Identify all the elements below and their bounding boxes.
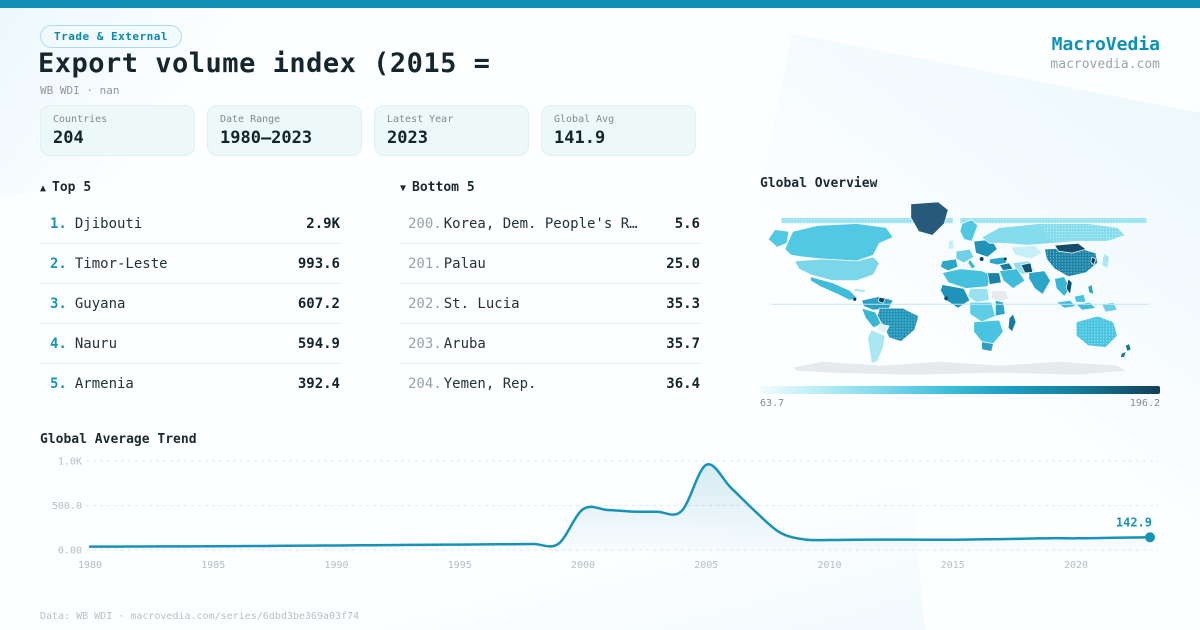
svg-text:0.00: 0.00 [58,546,82,557]
trend-line-chart: 0.00 500.0 1.0K 1980 1985 1990 1995 2000 2005 20… [52,457,1158,571]
country-value: 2.9K [306,215,340,232]
list-item: 4. Nauru 594.9 [40,324,340,364]
stat-card: Latest Year 2023 [374,105,529,156]
stat-label: Countries [53,114,108,125]
list-item: 3. Guyana 607.2 [40,284,340,324]
country-value: 36.4 [666,376,700,392]
list-item: 5. Armenia 392.4 [40,364,340,404]
stat-label: Date Range [220,114,281,125]
bottom5-list: 200. Korea, Dem. People's R… 5.6 201. Pa… [400,204,700,404]
page-title: Export volume index (2015 = [38,48,491,79]
colorbar-max-label: 196.2 [1129,398,1160,409]
bottom5-header: ▼ Bottom 5 [400,180,700,195]
stat-card: Countries 204 [40,105,195,156]
stat-value: 1980–2023 [220,128,313,148]
country-value: 5.6 [674,215,700,232]
trend-chart-title: Global Average Trend [40,432,197,447]
rank-number: 3. [50,295,67,312]
stat-value: 204 [53,128,84,148]
stat-card: Date Range 1980–2023 [207,105,362,156]
svg-text:1980: 1980 [78,560,102,571]
list-item: 204. Yemen, Rep. 36.4 [400,364,700,404]
up-arrow-icon: ▲ [40,183,47,194]
list-item: 202. St. Lucia 35.3 [400,284,700,324]
top5-section: ▲ Top 5 1. Djibouti 2.9K 2. Timor-Leste 9… [40,180,340,404]
rank-number: 202. [408,295,442,312]
rank-number: 203. [408,335,442,352]
country-name: Yemen, Rep. [443,376,537,392]
country-value: 594.9 [297,335,340,352]
chart-area-fill [90,464,1150,550]
svg-text:2015: 2015 [941,560,965,571]
list-item: 1. Djibouti 2.9K [40,204,340,244]
top5-header: ▲ Top 5 [40,180,340,195]
country-name: Timor-Leste [74,255,168,272]
bottom5-section: ▼ Bottom 5 200. Korea, Dem. People's R… 5… [400,180,700,404]
country-value: 607.2 [297,295,340,312]
country-name: Nauru [74,335,118,352]
chart-end-value-label: 142.9 [1116,515,1152,529]
list-item: 200. Korea, Dem. People's R… 5.6 [400,204,700,244]
colorbar-min-label: 63.7 [760,398,785,409]
rank-number: 2. [50,255,67,272]
world-choropleth-map [767,201,1149,376]
list-item: 201. Palau 25.0 [400,244,700,284]
stats-row: Countries 204 Date Range 1980–2023 Lates… [40,105,696,156]
country-value: 25.0 [666,255,700,272]
svg-text:1985: 1985 [201,560,225,571]
colorbar-labels: 63.7 196.2 [760,398,1160,409]
x-axis-ticks: 1980 1985 1990 1995 2000 2005 2010 2015 2020 [78,560,1088,571]
category-badge: Trade & External [40,25,182,48]
country-name: Korea, Dem. People's R… [443,215,638,232]
country-name: Armenia [74,376,134,392]
rank-number: 204. [408,376,442,392]
country-name: St. Lucia [443,295,520,312]
country-value: 35.3 [666,295,700,312]
page-subtitle: WB WDI · nan [40,84,120,97]
rank-number: 5. [50,376,67,392]
svg-text:500.0: 500.0 [52,501,82,512]
country-name: Guyana [74,295,126,312]
list-item: 203. Aruba 35.7 [400,324,700,364]
svg-text:1990: 1990 [324,560,348,571]
y-axis-ticks: 0.00 500.0 1.0K [52,457,82,557]
footer-attribution: Data: WB WDI · macrovedia.com/series/6db… [40,611,360,622]
country-value: 392.4 [297,376,340,392]
svg-text:2010: 2010 [817,560,841,571]
svg-text:1.0K: 1.0K [58,457,82,468]
brand-name: MacroVedia [1051,34,1160,55]
colorbar-gradient [760,386,1160,394]
country-value: 993.6 [297,255,340,272]
stat-value: 2023 [387,128,428,148]
chart-line [88,463,1152,548]
rank-number: 201. [408,255,442,272]
top-accent-bar [0,0,1200,8]
country-name: Djibouti [74,215,143,232]
top5-list: 1. Djibouti 2.9K 2. Timor-Leste 993.6 3.… [40,204,340,404]
top5-title: Top 5 [52,180,92,195]
svg-text:1995: 1995 [448,560,472,571]
country-value: 35.7 [666,335,700,352]
brand-domain: macrovedia.com [1050,57,1160,72]
map-title: Global Overview [760,176,878,191]
svg-text:2005: 2005 [694,560,718,571]
svg-text:2000: 2000 [571,560,595,571]
rank-number: 200. [408,215,442,232]
stat-card: Global Avg 141.9 [541,105,696,156]
map-section: Global Overview [760,176,1160,409]
stat-label: Global Avg [554,114,615,125]
down-arrow-icon: ▼ [400,183,407,194]
bottom5-title: Bottom 5 [412,180,475,195]
list-item: 2. Timor-Leste 993.6 [40,244,340,284]
stat-value: 141.9 [554,128,606,148]
country-name: Aruba [443,335,486,352]
chart-end-dot [1145,532,1155,543]
country-name: Palau [443,255,486,272]
rank-number: 4. [50,335,67,352]
rank-number: 1. [50,215,67,232]
svg-text:2020: 2020 [1064,560,1088,571]
stat-label: Latest Year [387,114,454,125]
